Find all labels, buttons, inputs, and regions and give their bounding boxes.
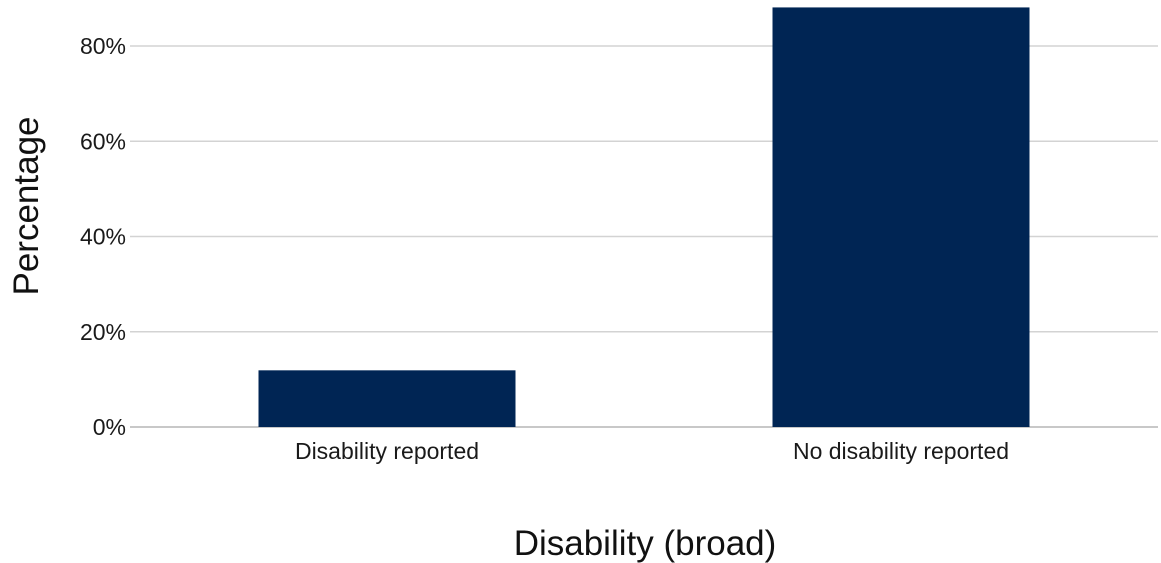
bar-no-disability-reported [772, 7, 1030, 428]
y-tick-label: 40% [80, 224, 126, 250]
x-tick-label: No disability reported [793, 438, 1009, 464]
bar-disability-reported [258, 370, 516, 427]
y-tick-label: 20% [80, 319, 126, 345]
x-axis-ticks: Disability reported No disability reporte… [295, 438, 1009, 464]
bars [258, 7, 1030, 428]
y-tick-label: 0% [93, 414, 126, 440]
y-axis-title: Percentage [7, 116, 46, 295]
y-tick-label: 60% [80, 128, 126, 154]
x-axis-title: Disability (broad) [514, 524, 777, 563]
x-tick-label: Disability reported [295, 438, 479, 464]
y-axis-ticks: 0% 20% 40% 60% 80% [80, 33, 126, 440]
y-tick-label: 80% [80, 33, 126, 59]
